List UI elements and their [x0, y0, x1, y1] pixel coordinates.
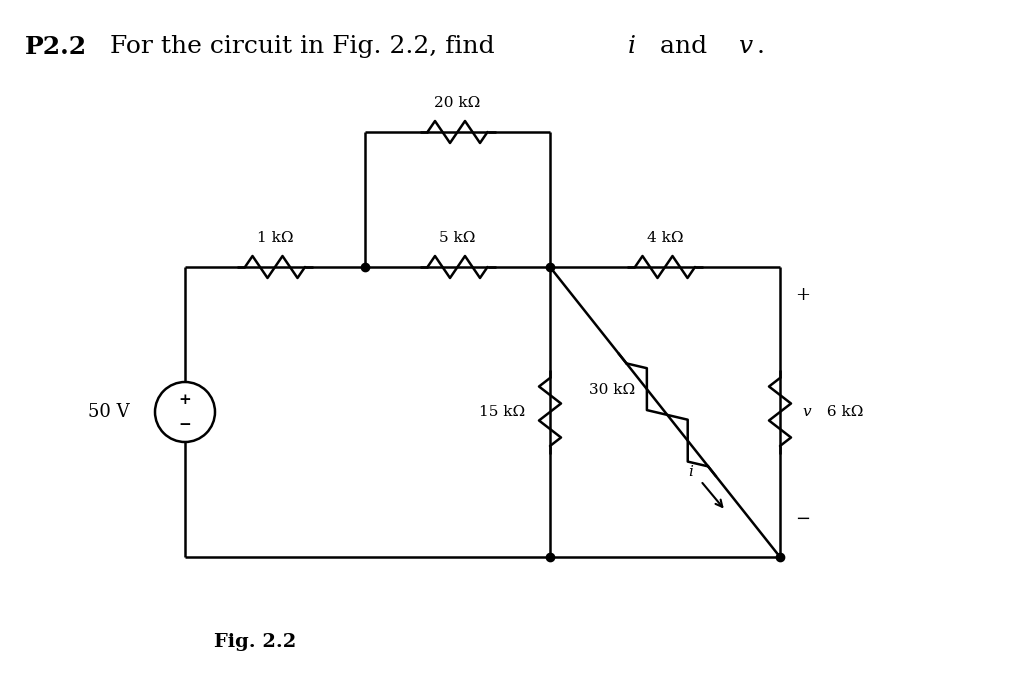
Text: 5 kΩ: 5 kΩ: [439, 231, 475, 245]
Text: 50 V: 50 V: [89, 403, 129, 421]
Text: i: i: [687, 465, 692, 479]
Text: +: +: [794, 286, 809, 304]
Text: −: −: [178, 418, 192, 432]
Text: −: −: [794, 510, 809, 528]
Text: 4 kΩ: 4 kΩ: [646, 231, 683, 245]
Text: 15 kΩ: 15 kΩ: [478, 405, 525, 419]
Text: 30 kΩ: 30 kΩ: [589, 383, 635, 397]
Text: 20 kΩ: 20 kΩ: [434, 96, 480, 110]
Text: Fig. 2.2: Fig. 2.2: [214, 633, 296, 651]
Text: 1 kΩ: 1 kΩ: [257, 231, 293, 245]
Text: v: v: [801, 405, 810, 419]
Text: and: and: [651, 35, 714, 58]
Text: 6 kΩ: 6 kΩ: [821, 405, 862, 419]
Text: +: +: [178, 393, 192, 407]
Text: i: i: [628, 35, 636, 58]
Text: For the circuit in Fig. 2.2, find: For the circuit in Fig. 2.2, find: [110, 35, 502, 58]
Text: v: v: [738, 35, 751, 58]
Text: .: .: [756, 35, 764, 58]
Text: P2.2: P2.2: [25, 35, 87, 59]
